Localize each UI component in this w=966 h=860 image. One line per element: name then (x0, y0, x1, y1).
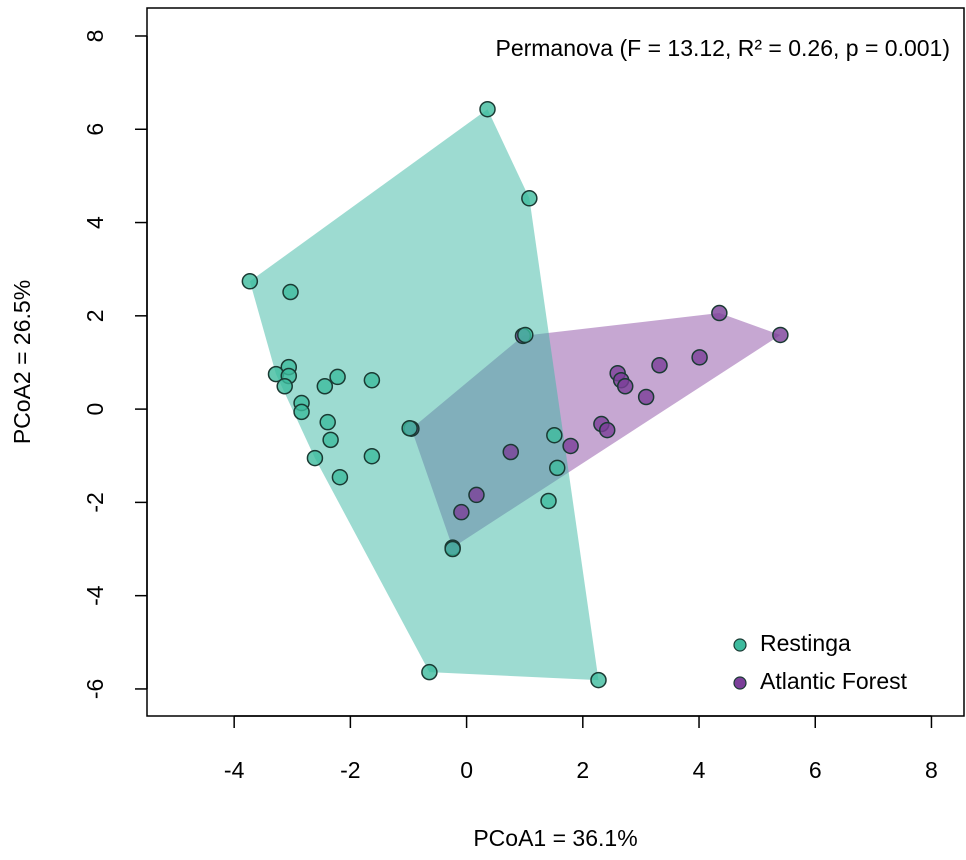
group-hull (249, 109, 599, 681)
scatter-point (546, 426, 563, 444)
scatter-point (282, 283, 299, 301)
x-tick-label: -2 (340, 757, 360, 783)
y-tick-label: 2 (82, 309, 108, 322)
legend-label: Atlantic Forest (760, 668, 908, 694)
scatter-point (548, 459, 566, 477)
scatter-point (711, 304, 728, 322)
scatter-point (421, 663, 438, 681)
scatter-point (637, 388, 655, 406)
x-tick-label: 0 (460, 757, 473, 783)
y-tick-label: 6 (82, 123, 108, 136)
scatter-point (453, 503, 470, 521)
legend-marker (733, 676, 747, 690)
scatter-point (540, 492, 557, 510)
y-tick-label: 0 (82, 403, 108, 416)
scatter-point (363, 447, 381, 465)
scatter-point (363, 371, 381, 389)
scatter-point (502, 443, 520, 461)
scatter-point (293, 403, 310, 421)
scatter-point (306, 449, 324, 467)
scatter-point (598, 421, 616, 439)
scatter-point (521, 190, 538, 207)
scatter-point (322, 431, 339, 449)
annotation: Permanova (F = 13.12, R² = 0.26, p = 0.0… (495, 35, 950, 61)
scatter-point (772, 326, 789, 344)
legend-marker (733, 638, 747, 652)
x-tick-label: 2 (576, 757, 589, 783)
scatter-point (651, 357, 668, 374)
scatter-point (241, 273, 259, 290)
scatter-point (444, 540, 461, 558)
scatter-point (316, 378, 334, 395)
y-tick-label: -2 (82, 492, 108, 512)
x-tick-label: 4 (693, 757, 706, 783)
y-tick-label: -4 (82, 585, 108, 606)
x-tick-label: 6 (809, 757, 822, 783)
legend: Restinga Atlantic Forest (733, 630, 908, 694)
legend-label: Restinga (760, 630, 851, 656)
scatter-point (517, 326, 534, 344)
y-tick-label: -6 (82, 679, 108, 699)
scatter-point (401, 419, 418, 437)
y-tick-label: 4 (82, 216, 108, 229)
y-axis-title: PCoA2 = 26.5% (9, 280, 35, 444)
scatter-point (562, 437, 579, 455)
scatter-point (479, 100, 496, 118)
x-tick-label: 8 (925, 757, 938, 783)
y-tick-label: 8 (82, 30, 108, 43)
scatter-point (616, 378, 634, 395)
scatter-point (590, 671, 607, 689)
scatter-point (691, 349, 708, 366)
scatter-point (319, 413, 336, 431)
x-axis-title: PCoA1 = 36.1% (473, 825, 637, 851)
scatter-point (331, 468, 349, 486)
scatter-point (276, 378, 293, 395)
scatter-point (468, 486, 485, 504)
x-tick-label: -4 (224, 757, 245, 783)
scatter-point (329, 368, 346, 386)
